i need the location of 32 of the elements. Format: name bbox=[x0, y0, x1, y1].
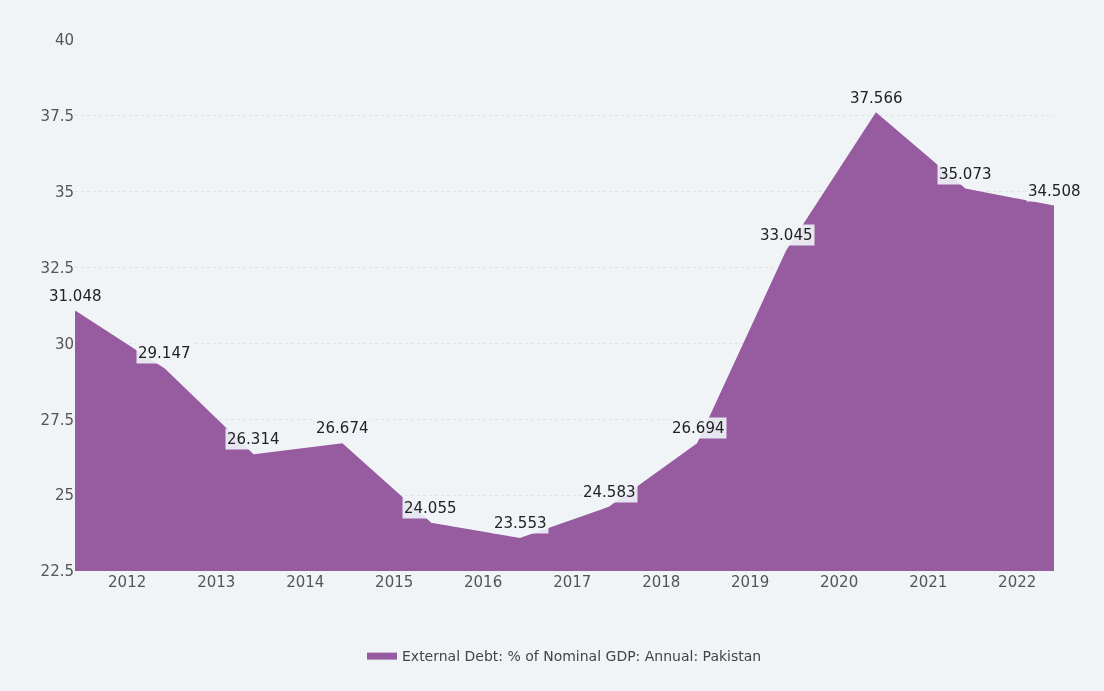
data-label: 34.508 bbox=[1028, 182, 1081, 200]
y-tick-label: 35 bbox=[54, 182, 74, 201]
x-tick-label: 2018 bbox=[642, 573, 681, 591]
x-tick-label: 2020 bbox=[820, 573, 859, 591]
data-label: 33.045 bbox=[760, 226, 813, 244]
y-tick-label: 32.5 bbox=[40, 258, 74, 277]
y-tick-label: 25 bbox=[54, 486, 74, 505]
x-tick-label: 2013 bbox=[197, 573, 236, 591]
x-tick-label: 2016 bbox=[464, 573, 503, 591]
data-label: 26.674 bbox=[316, 419, 369, 437]
data-label: 26.694 bbox=[672, 419, 725, 437]
y-tick-label: 37.5 bbox=[40, 107, 74, 126]
data-label: 31.048 bbox=[49, 287, 102, 305]
legend-label: External Debt: % of Nominal GDP: Annual: Pakistan bbox=[402, 648, 762, 665]
data-label: 26.314 bbox=[227, 430, 280, 448]
data-label: 37.566 bbox=[850, 89, 903, 107]
y-tick-label: 22.5 bbox=[40, 562, 74, 581]
y-tick-label: 27.5 bbox=[40, 410, 74, 429]
x-tick-label: 2015 bbox=[375, 573, 414, 591]
x-tick-label: 2022 bbox=[998, 573, 1037, 591]
data-label: 29.147 bbox=[138, 344, 191, 362]
x-tick-label: 2014 bbox=[286, 573, 325, 591]
data-label: 23.553 bbox=[494, 514, 547, 532]
y-tick-label: 30 bbox=[54, 334, 74, 353]
data-label: 24.583 bbox=[583, 483, 636, 501]
data-label: 24.055 bbox=[404, 499, 457, 517]
data-label: 35.073 bbox=[939, 165, 992, 183]
x-tick-label: 2021 bbox=[909, 573, 948, 591]
y-tick-label: 40 bbox=[54, 31, 74, 50]
x-tick-label: 2017 bbox=[553, 573, 592, 591]
x-tick-label: 2012 bbox=[108, 573, 147, 591]
x-tick-label: 2019 bbox=[731, 573, 770, 591]
